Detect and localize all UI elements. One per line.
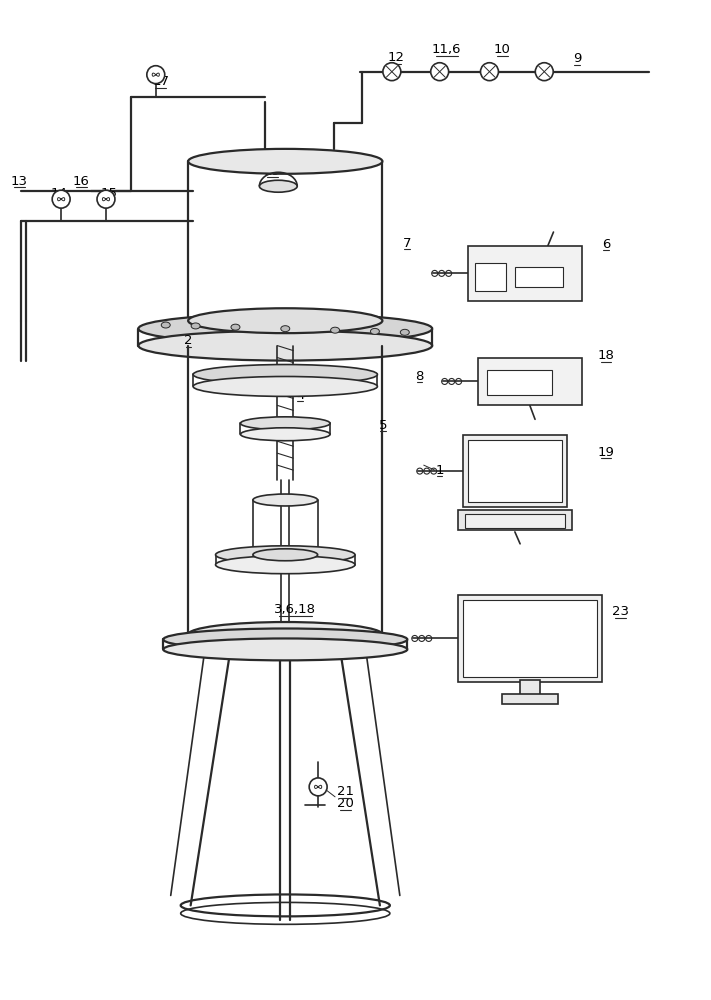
Ellipse shape (281, 326, 290, 332)
Ellipse shape (231, 324, 240, 330)
Bar (463, 435, 567, 507)
Ellipse shape (188, 308, 383, 333)
Ellipse shape (309, 778, 327, 796)
Text: 12: 12 (387, 51, 405, 64)
Bar (464, 514, 565, 528)
Bar (474, 263, 506, 291)
Text: 14: 14 (50, 187, 68, 200)
Bar (478, 358, 582, 405)
Bar (458, 510, 572, 530)
Ellipse shape (253, 494, 318, 506)
Text: 1: 1 (435, 464, 444, 477)
Text: 8: 8 (415, 370, 424, 383)
Ellipse shape (535, 63, 553, 81)
Text: 13: 13 (11, 175, 28, 188)
Text: 19: 19 (264, 165, 281, 178)
Bar (520, 680, 540, 696)
Ellipse shape (188, 622, 383, 647)
Bar (468, 246, 582, 301)
Ellipse shape (215, 546, 355, 564)
Ellipse shape (164, 638, 407, 660)
Ellipse shape (52, 190, 70, 208)
Ellipse shape (260, 180, 297, 192)
Ellipse shape (240, 417, 330, 430)
Ellipse shape (139, 314, 432, 344)
Ellipse shape (164, 628, 407, 650)
Ellipse shape (193, 365, 378, 384)
Text: 9: 9 (573, 52, 582, 65)
Bar (458, 595, 602, 682)
Ellipse shape (240, 428, 330, 441)
Ellipse shape (331, 327, 340, 333)
Text: 19: 19 (597, 446, 614, 459)
Ellipse shape (400, 329, 410, 335)
Text: 4: 4 (296, 389, 304, 402)
Text: 23: 23 (612, 605, 629, 618)
Ellipse shape (383, 63, 401, 81)
Text: 15: 15 (100, 187, 117, 200)
Ellipse shape (139, 331, 432, 361)
Text: 21: 21 (336, 785, 353, 798)
Bar (468, 440, 562, 502)
Text: 2: 2 (184, 334, 193, 347)
Ellipse shape (97, 190, 115, 208)
Bar (463, 600, 597, 677)
Ellipse shape (191, 323, 200, 329)
Ellipse shape (370, 328, 380, 334)
Text: 6: 6 (602, 238, 610, 251)
Ellipse shape (431, 63, 449, 81)
Ellipse shape (253, 549, 318, 561)
Text: 18: 18 (597, 349, 614, 362)
Text: 5: 5 (379, 419, 387, 432)
Ellipse shape (161, 322, 170, 328)
Ellipse shape (188, 149, 383, 174)
Ellipse shape (193, 376, 378, 396)
Ellipse shape (146, 66, 165, 84)
Text: 3,6,18: 3,6,18 (274, 603, 316, 616)
Bar (488, 370, 552, 395)
Bar (502, 694, 557, 704)
Text: 10: 10 (494, 43, 511, 56)
Text: 7: 7 (402, 237, 411, 250)
Ellipse shape (481, 63, 498, 81)
Text: 17: 17 (152, 75, 169, 88)
Bar (515, 267, 563, 287)
Ellipse shape (215, 556, 355, 574)
Text: 20: 20 (336, 797, 353, 810)
Text: 16: 16 (73, 175, 90, 188)
Text: 11,6: 11,6 (432, 43, 461, 56)
